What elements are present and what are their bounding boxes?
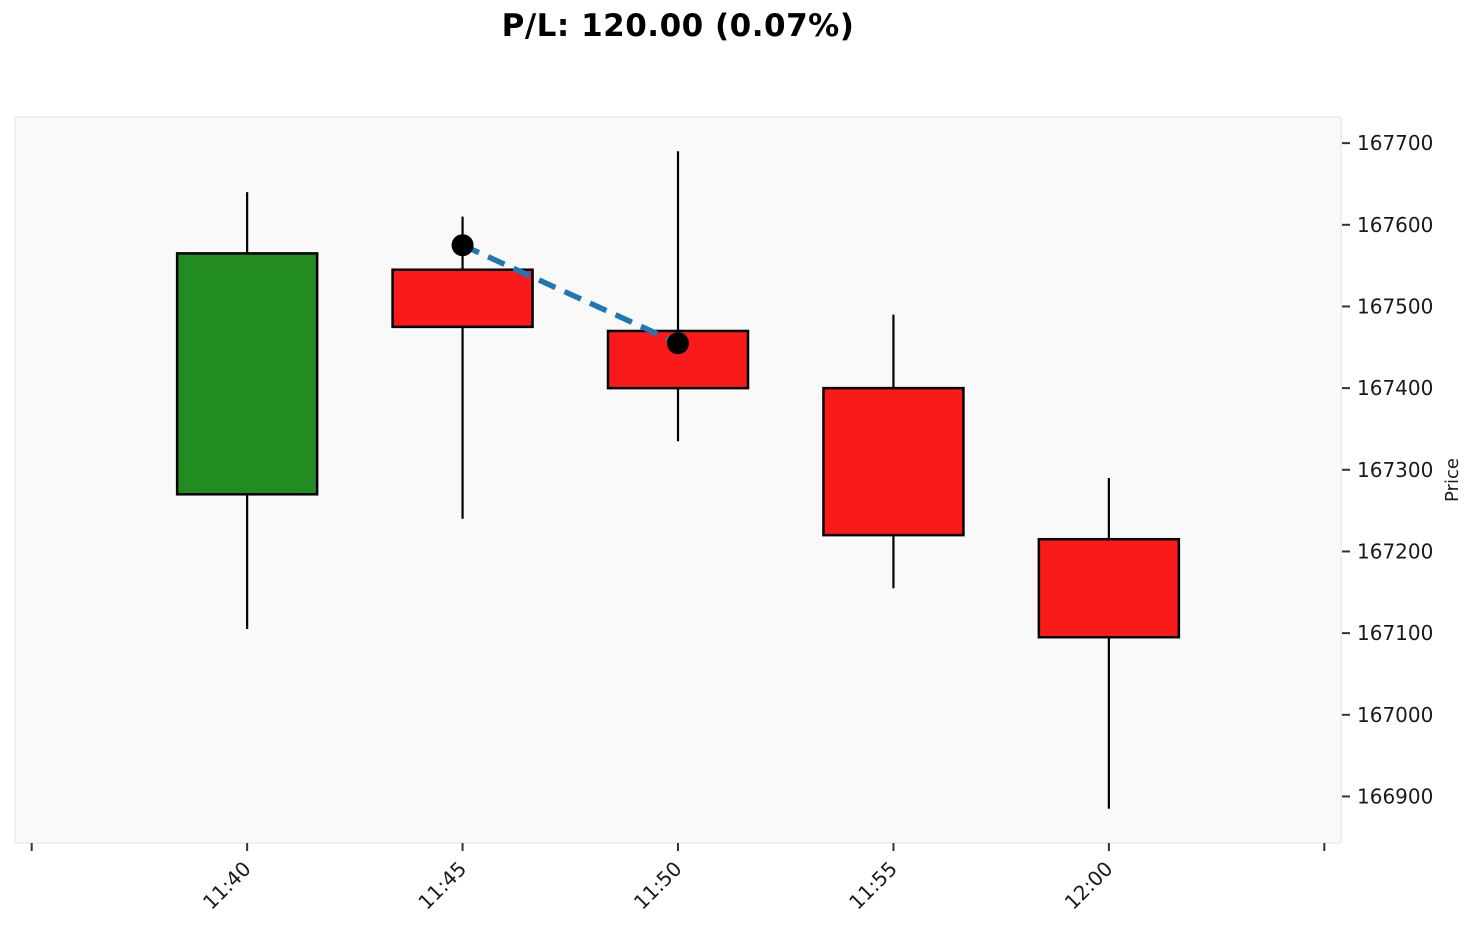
x-tick-label: 12:00	[1060, 857, 1118, 915]
x-tick-label: 11:45	[413, 857, 471, 915]
trade-entry-marker	[451, 234, 474, 257]
y-tick-label: 167200	[1357, 539, 1433, 563]
y-tick-label: 167500	[1357, 294, 1433, 318]
y-tick-label: 167100	[1357, 621, 1433, 645]
y-tick-label: 167000	[1357, 703, 1433, 727]
x-tick-label: 11:55	[844, 857, 902, 915]
candle-body	[822, 386, 965, 537]
candle-body	[1037, 537, 1181, 639]
trade-exit-marker	[667, 332, 689, 355]
x-tick-label: 11:50	[629, 857, 687, 915]
candle-body	[175, 252, 319, 496]
x-tick-label: 11:40	[198, 857, 256, 915]
y-axis-label: Price	[1442, 458, 1463, 502]
candle-body	[391, 268, 534, 329]
y-tick-label: 167600	[1357, 213, 1433, 237]
y-tick-label: 167400	[1357, 376, 1433, 400]
y-tick-label: 167700	[1357, 131, 1433, 155]
y-tick-label: 167300	[1357, 458, 1433, 482]
y-tick-label: 166900	[1357, 784, 1433, 808]
trade-line	[461, 242, 680, 346]
chart-title: P/L: 120.00 (0.07%)	[501, 8, 855, 44]
